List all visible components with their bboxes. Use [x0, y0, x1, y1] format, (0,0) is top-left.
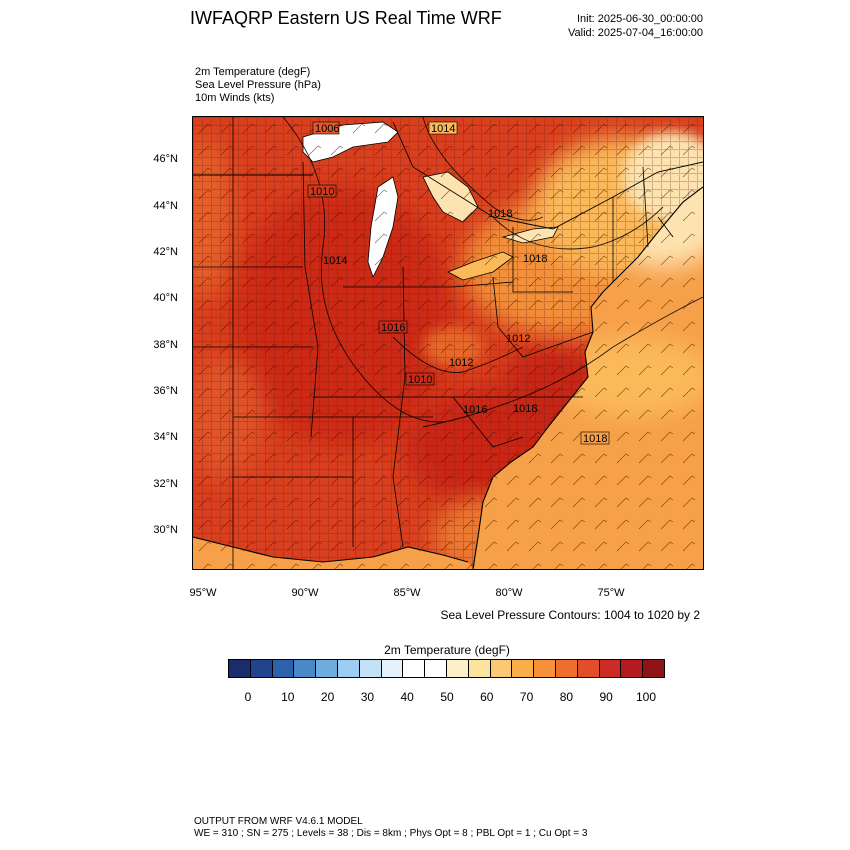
lat-label: 44°N — [153, 200, 178, 212]
lon-label: 80°W — [495, 587, 523, 599]
contour-label: 1012 — [506, 333, 530, 345]
wind-barbs — [193, 117, 703, 569]
contour-label: 1018 — [583, 433, 607, 445]
lat-label: 36°N — [153, 385, 178, 397]
lat-label: 40°N — [153, 292, 178, 304]
colorbar-swatch — [294, 660, 317, 677]
lat-label: 34°N — [153, 431, 178, 443]
colorbar-swatch — [621, 660, 644, 677]
colorbar-tick-label: 60 — [480, 690, 494, 704]
colorbar-swatch — [512, 660, 535, 677]
colorbar-swatch — [425, 660, 447, 677]
colorbar-swatch — [250, 660, 273, 677]
colorbar-tick-label: 0 — [244, 690, 252, 704]
colorbar-tick-label: 40 — [400, 690, 414, 704]
colorbar-swatch — [403, 660, 426, 677]
model-config: WE = 310 ; SN = 275 ; Levels = 38 ; Dis … — [194, 828, 588, 839]
colorbar-tick-label: 70 — [519, 690, 534, 704]
variable-temperature: 2m Temperature (degF) — [195, 66, 311, 78]
colorbar-title: 2m Temperature (degF) — [384, 643, 510, 657]
colorbar-swatch — [359, 660, 382, 677]
contour-label: 1010 — [408, 374, 432, 386]
colorbar-swatch — [468, 660, 491, 677]
lat-label: 32°N — [153, 478, 178, 490]
colorbar-swatch — [381, 660, 404, 677]
lat-label: 30°N — [153, 524, 178, 536]
colorbar-swatch — [446, 660, 469, 677]
variable-pressure: Sea Level Pressure (hPa) — [195, 79, 321, 91]
contour-label: 1010 — [310, 186, 334, 198]
colorbar-swatch — [555, 660, 578, 677]
colorbar-swatch — [599, 660, 622, 677]
page-title: IWFAQRP Eastern US Real Time WRF — [190, 8, 502, 28]
colorbar-tick-label: 20 — [320, 690, 335, 704]
colorbar-swatch — [272, 660, 295, 677]
contour-label: 1014 — [431, 123, 455, 135]
colorbar-swatch — [577, 660, 600, 677]
contour-label: 1006 — [315, 123, 339, 135]
pressure-contours — [282, 117, 703, 428]
colorbar-tick-label: 80 — [559, 690, 574, 704]
lon-label: 75°W — [597, 587, 625, 599]
model-info: OUTPUT FROM WRF V4.6.1 MODEL — [194, 816, 363, 827]
colorbar — [228, 659, 665, 678]
contour-label: 1016 — [381, 322, 405, 334]
lon-label: 85°W — [393, 587, 421, 599]
contour-label: 1016 — [463, 404, 487, 416]
colorbar-tick-label: 100 — [635, 690, 657, 704]
variable-winds: 10m Winds (kts) — [195, 92, 275, 104]
colorbar-tick-label: 30 — [360, 690, 375, 704]
contour-labels: 1006 1014 1010 1014 1018 1018 1016 1012 … — [307, 121, 610, 445]
weather-map: 1006 1014 1010 1014 1018 1018 1016 1012 … — [193, 117, 703, 569]
init-time: Init: 2025-06-30_00:00:00 — [577, 13, 703, 25]
contour-label: 1018 — [523, 253, 547, 265]
colorbar-tick-label: 50 — [440, 690, 454, 704]
colorbar-swatch — [490, 660, 513, 677]
colorbar-swatch — [316, 660, 338, 677]
lon-label: 95°W — [189, 587, 217, 599]
colorbar-swatch — [643, 660, 664, 677]
colorbar-swatch — [534, 660, 556, 677]
contour-note: Sea Level Pressure Contours: 1004 to 102… — [440, 608, 701, 622]
colorbar-tick-label: 90 — [599, 690, 613, 704]
contour-label: 1012 — [449, 357, 473, 369]
contour-label: 1014 — [323, 255, 347, 267]
colorbar-tick-label: 10 — [281, 690, 295, 704]
lat-label: 46°N — [153, 153, 178, 165]
contour-label: 1018 — [488, 208, 512, 220]
contour-label: 1018 — [513, 403, 537, 415]
colorbar-swatch — [229, 660, 251, 677]
lat-label: 38°N — [153, 339, 178, 351]
lat-label: 42°N — [153, 246, 178, 258]
valid-time: Valid: 2025-07-04_16:00:00 — [568, 27, 703, 39]
colorbar-swatch — [337, 660, 360, 677]
map-svg: 1006 1014 1010 1014 1018 1018 1016 1012 … — [193, 117, 703, 569]
lon-label: 90°W — [291, 587, 319, 599]
